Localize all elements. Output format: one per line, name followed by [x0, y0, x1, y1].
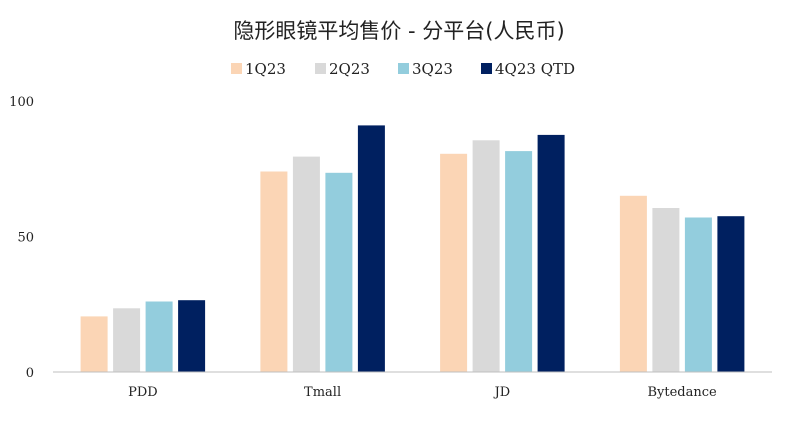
bar-jd-2q23 [472, 140, 500, 372]
bar-bytedance-2q23 [652, 208, 680, 372]
x-axis-labels: PDD Tmall JD Bytedance [128, 385, 717, 400]
x-tick-label: Bytedance [647, 385, 717, 400]
bar-jd-4q23-qtd [537, 134, 565, 372]
y-tick-label: 100 [9, 95, 34, 110]
y-axis-ticks: 0 50 100 [9, 95, 34, 381]
bar-tmall-3q23 [325, 172, 353, 372]
bar-pdd-3q23 [145, 301, 173, 372]
bar-pdd-4q23-qtd [178, 300, 206, 372]
bar-bytedance-3q23 [684, 217, 712, 372]
y-tick-label: 50 [17, 231, 34, 246]
bar-bytedance-4q23-qtd [717, 216, 745, 372]
bar-bytedance-1q23 [619, 195, 647, 372]
bar-jd-3q23 [505, 151, 533, 372]
bars [80, 125, 745, 373]
chart-title: 隐形眼镜平均售价 - 分平台(人民币) [233, 19, 564, 43]
legend-swatch [231, 63, 242, 74]
x-tick-label: PDD [128, 385, 158, 400]
bar-pdd-2q23 [113, 308, 141, 372]
legend-swatch [315, 63, 326, 74]
legend-label: 4Q23 QTD [495, 60, 575, 78]
bar-pdd-1q23 [80, 316, 108, 372]
legend-swatch [398, 63, 409, 74]
legend-label: 2Q23 [329, 60, 370, 78]
bar-tmall-4q23-qtd [357, 125, 385, 373]
legend-swatch [481, 63, 492, 74]
x-tick-label: JD [493, 385, 511, 400]
bar-tmall-1q23 [260, 171, 288, 372]
legend-label: 3Q23 [412, 60, 453, 78]
bar-jd-1q23 [440, 153, 468, 372]
bar-tmall-2q23 [292, 156, 320, 372]
legend: 1Q23 2Q23 3Q23 4Q23 QTD [231, 60, 575, 78]
x-tick-label: Tmall [304, 385, 341, 400]
legend-label: 1Q23 [245, 60, 286, 78]
y-tick-label: 0 [26, 366, 34, 381]
